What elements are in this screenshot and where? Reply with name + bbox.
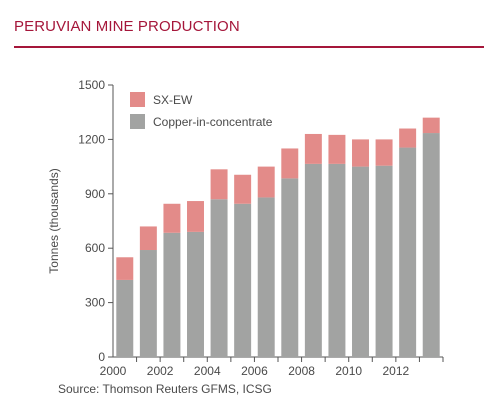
y-tick-label: 1500 xyxy=(78,78,105,92)
legend-label: SX-EW xyxy=(153,93,193,107)
bar-copper-2011 xyxy=(375,165,393,357)
x-tick-label: 2002 xyxy=(147,364,174,378)
bar-copper-2003 xyxy=(187,231,204,357)
bar-copper-2006 xyxy=(257,197,275,357)
bar-copper-2002 xyxy=(163,232,181,357)
y-tick-label: 0 xyxy=(98,350,105,364)
bar-sxew-2007 xyxy=(281,148,299,179)
x-tick-label: 2012 xyxy=(383,364,410,378)
bar-sxew-2004 xyxy=(210,169,228,200)
bar-sxew-2003 xyxy=(187,201,204,232)
x-tick-label: 2006 xyxy=(241,364,268,378)
bar-sxew-2008 xyxy=(304,133,322,164)
y-tick-label: 600 xyxy=(85,241,105,255)
title-underline xyxy=(14,46,484,48)
x-tick-label: 2004 xyxy=(194,364,221,378)
source-note: Source: Thomson Reuters GFMS, ICSG xyxy=(58,382,272,396)
bar-copper-2013 xyxy=(422,133,440,357)
bar-copper-2001 xyxy=(139,250,157,357)
bar-copper-2004 xyxy=(210,199,228,357)
legend-label: Copper-in-concentrate xyxy=(153,115,273,129)
bar-copper-2000 xyxy=(116,279,134,357)
bar-copper-2007 xyxy=(281,178,299,357)
bar-sxew-2011 xyxy=(375,139,393,166)
x-tick-label: 2008 xyxy=(288,364,315,378)
bar-sxew-2002 xyxy=(163,203,181,233)
bar-sxew-2010 xyxy=(352,139,369,167)
bar-copper-2009 xyxy=(328,163,346,357)
chart-title: PERUVIAN MINE PRODUCTION xyxy=(14,18,240,35)
y-tick-label: 1200 xyxy=(78,132,105,146)
bar-sxew-2006 xyxy=(257,166,275,198)
bar-sxew-2000 xyxy=(116,257,134,280)
bar-sxew-2005 xyxy=(234,174,252,204)
y-tick-label: 900 xyxy=(85,187,105,201)
bar-sxew-2012 xyxy=(399,128,417,148)
x-tick-label: 2000 xyxy=(100,364,127,378)
bar-sxew-2009 xyxy=(328,134,346,164)
legend-swatch xyxy=(130,114,145,129)
bar-copper-2010 xyxy=(352,166,369,357)
y-axis-label: Tonnes (thousands) xyxy=(47,168,61,273)
y-tick-label: 300 xyxy=(85,296,105,310)
x-tick-label: 2010 xyxy=(335,364,362,378)
bar-sxew-2013 xyxy=(422,117,440,134)
legend-swatch xyxy=(130,92,145,107)
bar-copper-2008 xyxy=(304,163,322,357)
bar-sxew-2001 xyxy=(139,226,157,251)
bar-copper-2005 xyxy=(234,203,252,357)
bar-copper-2012 xyxy=(399,147,417,357)
